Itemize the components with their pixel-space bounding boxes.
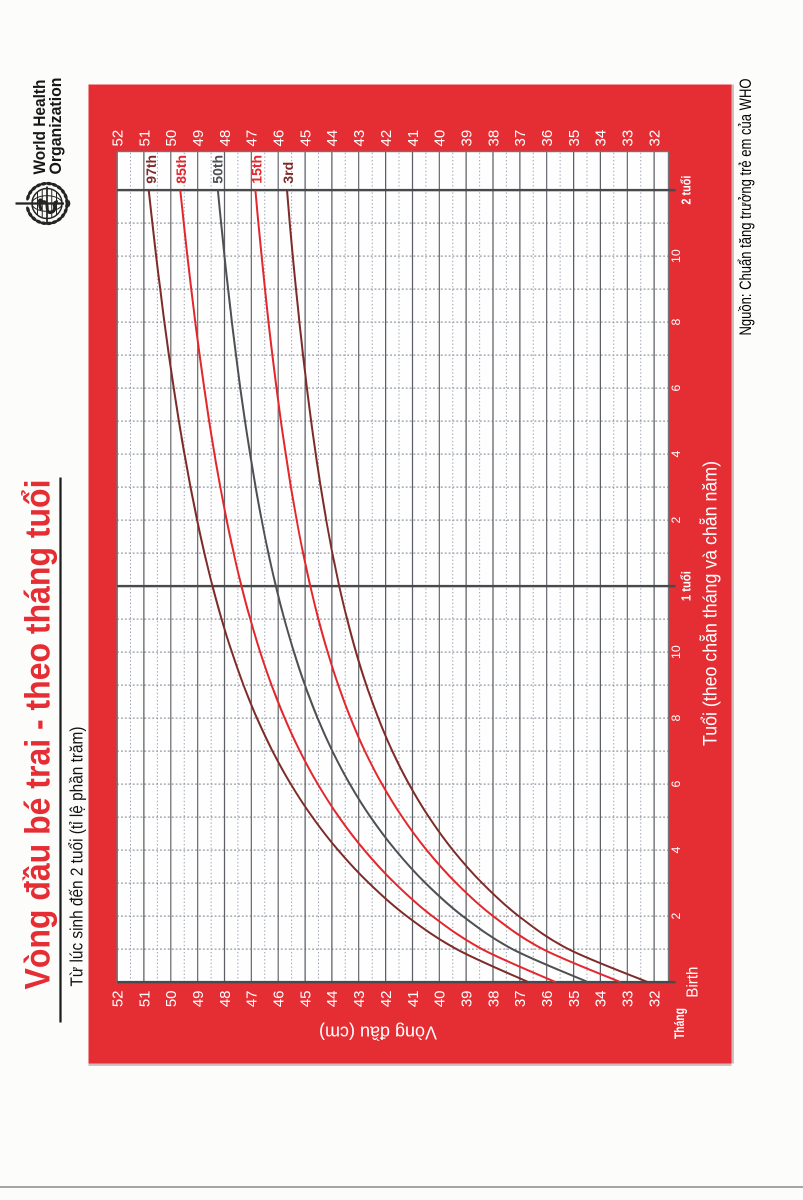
svg-text:85th: 85th (173, 154, 188, 183)
svg-text:43: 43 (351, 129, 368, 146)
svg-text:Birth: Birth (684, 966, 701, 997)
svg-text:Vòng đầu bé trai - theo tháng: Vòng đầu bé trai - theo tháng tuổi (18, 479, 57, 989)
svg-text:34: 34 (592, 990, 609, 1007)
svg-text:10: 10 (669, 249, 683, 263)
svg-text:52: 52 (109, 129, 126, 146)
svg-text:4: 4 (669, 846, 683, 853)
svg-text:49: 49 (190, 129, 207, 146)
svg-text:32: 32 (646, 129, 663, 146)
svg-text:38: 38 (485, 129, 502, 146)
svg-text:Tuổi (theo chẵn tháng và chẵn: Tuổi (theo chẵn tháng và chẵn năm) (700, 461, 721, 746)
svg-text:Nguồn: Chuẩn tăng trưởng trẻ e: Nguồn: Chuẩn tăng trưởng trẻ em của WHO (737, 78, 755, 335)
svg-text:42: 42 (377, 129, 394, 146)
svg-text:50: 50 (163, 990, 180, 1007)
svg-text:33: 33 (619, 990, 636, 1007)
svg-text:51: 51 (136, 129, 153, 146)
svg-text:44: 44 (324, 129, 341, 146)
svg-text:32: 32 (646, 990, 663, 1007)
svg-text:50th: 50th (210, 154, 225, 183)
svg-text:41: 41 (404, 129, 421, 146)
svg-text:35: 35 (565, 129, 582, 146)
svg-text:Từ lúc sinh đến 2 tuổi (tỉ lệ: Từ lúc sinh đến 2 tuổi (tỉ lệ phần trăm) (66, 726, 86, 986)
svg-text:47: 47 (243, 129, 260, 146)
svg-text:8: 8 (669, 714, 683, 721)
svg-text:15th: 15th (249, 154, 264, 183)
svg-text:2: 2 (669, 912, 683, 919)
svg-text:33: 33 (619, 129, 636, 146)
svg-text:48: 48 (216, 129, 233, 146)
svg-text:97th: 97th (143, 154, 158, 183)
svg-text:42: 42 (377, 990, 394, 1007)
svg-text:37: 37 (512, 129, 529, 146)
svg-text:37: 37 (512, 990, 529, 1007)
svg-text:49: 49 (190, 990, 207, 1007)
svg-text:40: 40 (431, 129, 448, 146)
svg-text:4: 4 (669, 450, 683, 457)
svg-text:10: 10 (669, 645, 683, 659)
svg-text:Vòng đầu (cm): Vòng đầu (cm) (319, 1022, 437, 1043)
svg-text:36: 36 (539, 990, 556, 1007)
svg-text:43: 43 (351, 990, 368, 1007)
svg-text:34: 34 (592, 129, 609, 146)
svg-text:3rd: 3rd (281, 161, 296, 183)
svg-text:39: 39 (458, 990, 475, 1007)
svg-text:40: 40 (431, 990, 448, 1007)
svg-text:35: 35 (565, 990, 582, 1007)
svg-text:51: 51 (136, 990, 153, 1007)
svg-text:48: 48 (216, 990, 233, 1007)
svg-text:6: 6 (669, 780, 683, 787)
svg-text:Organization: Organization (47, 77, 65, 174)
svg-text:2 tuổi: 2 tuổi (678, 175, 693, 204)
svg-text:47: 47 (243, 990, 260, 1007)
svg-text:36: 36 (539, 129, 556, 146)
svg-text:38: 38 (485, 990, 502, 1007)
svg-text:50: 50 (163, 129, 180, 146)
svg-text:Tháng: Tháng (672, 1008, 687, 1039)
svg-text:39: 39 (458, 129, 475, 146)
svg-text:41: 41 (404, 990, 421, 1007)
svg-text:44: 44 (324, 990, 341, 1007)
svg-text:52: 52 (109, 990, 126, 1007)
svg-text:6: 6 (669, 384, 683, 391)
svg-text:45: 45 (297, 990, 314, 1007)
svg-text:46: 46 (270, 990, 287, 1007)
svg-text:8: 8 (669, 318, 683, 325)
svg-text:2: 2 (669, 516, 683, 523)
svg-text:1 tuổi: 1 tuổi (678, 571, 693, 601)
svg-text:46: 46 (270, 129, 287, 146)
svg-text:45: 45 (297, 129, 314, 146)
svg-text:World Health: World Health (31, 79, 49, 174)
